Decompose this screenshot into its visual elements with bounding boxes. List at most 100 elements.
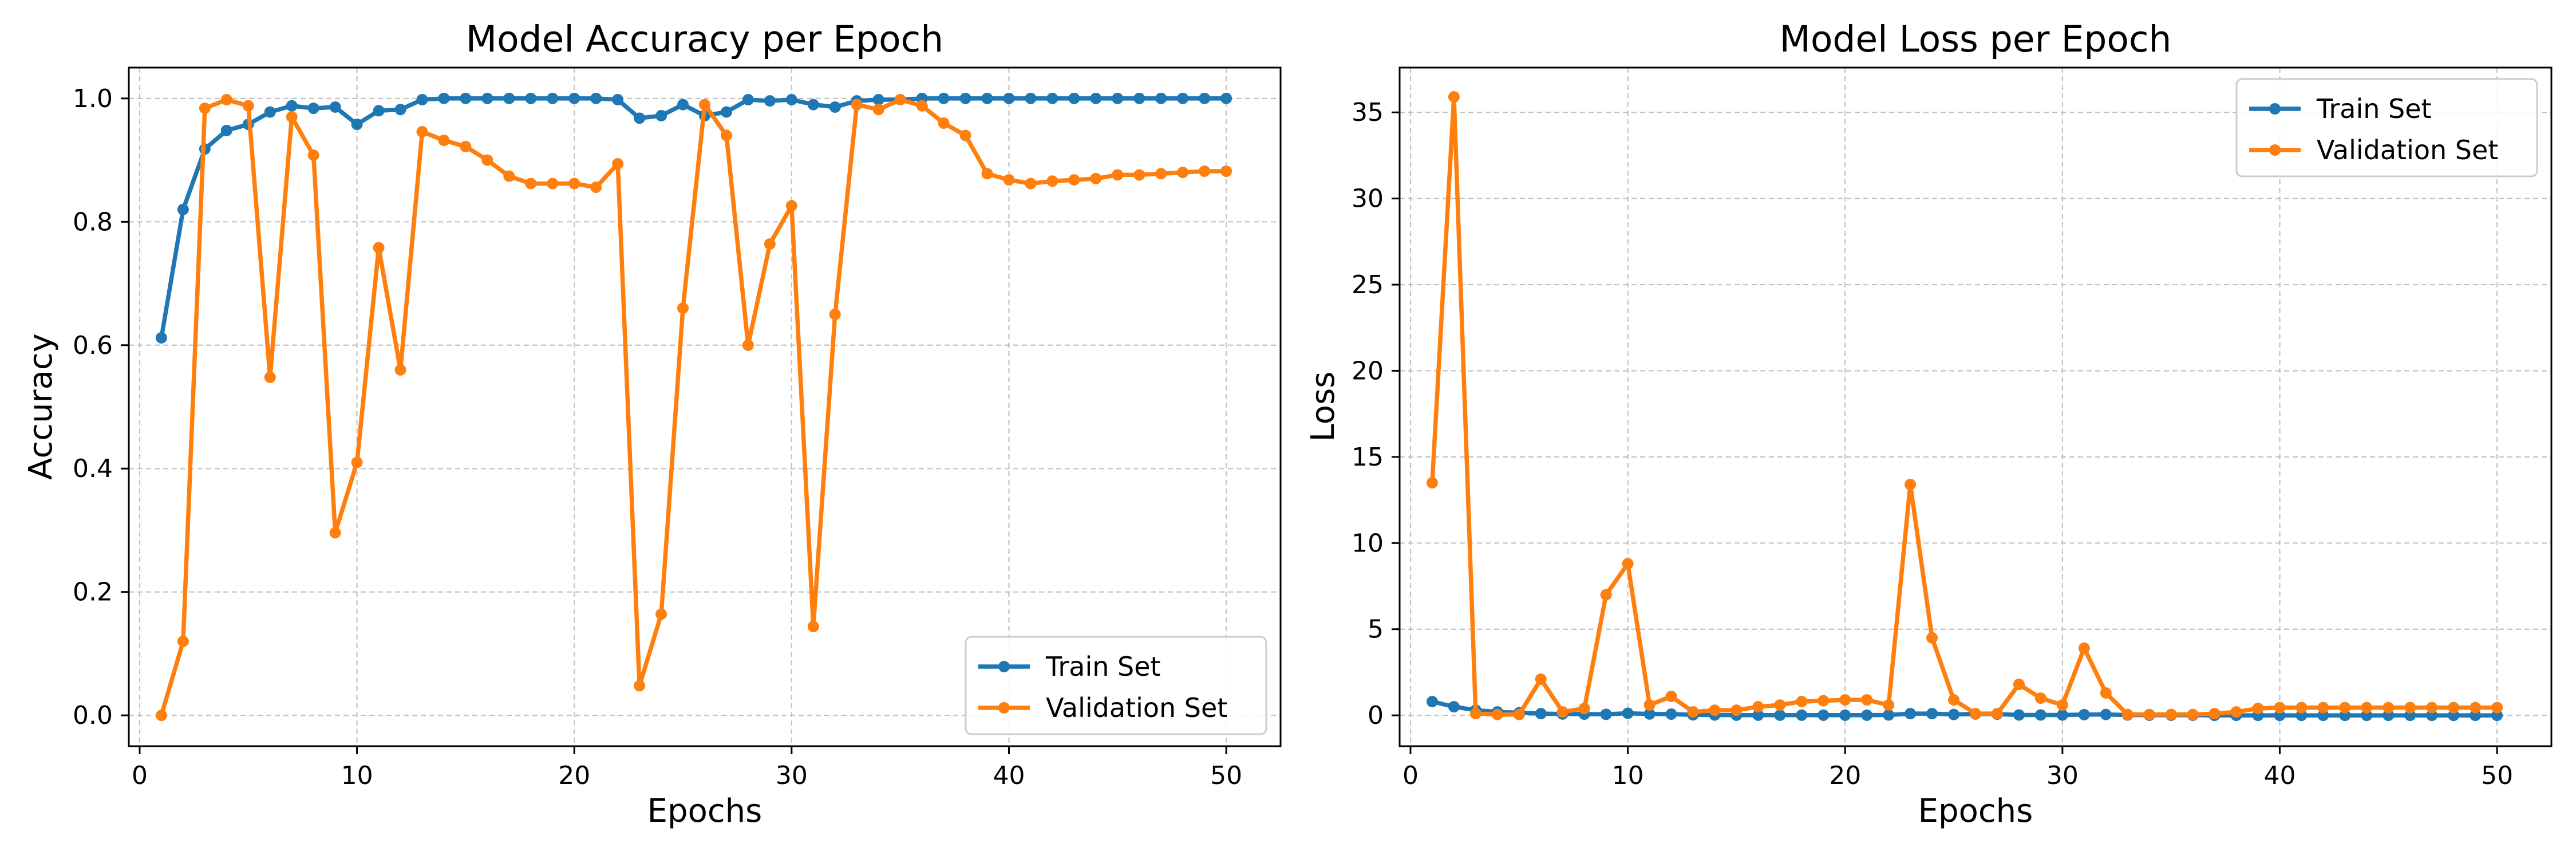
loss-series-train-point [1861,709,1873,721]
loss-y-tick-label: 30 [1352,184,1384,214]
loss-series-validation-point [2208,708,2221,720]
accuracy-series-train-point [155,332,167,344]
accuracy-legend-entry-validation-label: Validation Set [1046,692,1227,723]
loss-series-validation-point [2013,678,2025,690]
loss-series-validation-point [2230,706,2242,718]
accuracy-series-validation [155,94,1232,722]
loss-series-validation-point [1818,695,1830,707]
accuracy-series-validation-point [677,302,689,314]
accuracy-plot-area [128,66,1282,747]
loss-legend-box [2235,78,2538,178]
loss-series-validation-point [2296,702,2308,714]
accuracy-series-validation-point [460,140,472,152]
accuracy-series-validation-point [438,135,450,147]
loss-legend-entry-validation-label: Validation Set [2317,135,2498,166]
accuracy-legend-entry-train-marker [998,661,1010,672]
accuracy-series-validation-point [1112,169,1124,181]
accuracy-y-tick-label: 0.2 [73,578,113,607]
accuracy-series-train-point [612,94,624,106]
loss-series-validation-point [2339,702,2351,714]
accuracy-series-train [155,92,1232,344]
loss-y-tick-label: 35 [1352,98,1384,127]
accuracy-series-train-point [742,94,754,106]
loss-series-validation-point [2252,703,2264,715]
accuracy-series-validation-point [959,129,971,141]
loss-series-validation-point [1839,694,1851,706]
loss-series-validation-point [1578,703,1590,715]
accuracy-series-validation-point [220,94,232,106]
accuracy-series-validation-point [1025,178,1037,190]
loss-series-train-point [1752,709,1764,721]
loss-series-validation-point [2317,702,2329,714]
loss-x-tick-label: 40 [2263,761,2296,790]
accuracy-series-train-point [677,98,689,111]
accuracy-series-validation-point [242,100,254,112]
accuracy-series-train-point [720,106,732,118]
accuracy-x-tick-label: 40 [993,761,1025,790]
accuracy-series-validation-point [1199,165,1211,177]
accuracy-series-validation-point [590,181,602,193]
accuracy-chart: Model Accuracy per Epoch Epochs Accuracy… [22,18,1282,830]
accuracy-series-train-point [938,92,950,104]
loss-y-tick-label: 0 [1368,701,1384,730]
loss-series-train-point [1905,708,1917,720]
accuracy-series-validation-point [1177,167,1189,179]
loss-series-validation-point [1730,704,1743,716]
loss-series-validation-point [2426,702,2438,714]
accuracy-series-validation-point [373,242,385,254]
loss-series-train-point [2078,708,2090,720]
loss-series-validation-point [1491,708,1503,720]
loss-chart-title: Model Loss per Epoch [1780,18,2172,60]
loss-series-validation-point [1948,694,1960,706]
accuracy-series-train-point [416,94,428,106]
accuracy-series-train-point [264,106,276,118]
accuracy-series-train-point [981,92,993,104]
loss-series-validation-point [1774,699,1786,711]
accuracy-series-validation-point [394,364,406,376]
accuracy-series-train-point [1090,92,1102,104]
accuracy-series-train-point [807,98,819,111]
loss-series-train-point [1448,701,1460,713]
accuracy-series-train-point [329,101,341,113]
loss-chart: Model Loss per Epoch Epochs Loss 0 10 20 30… [1305,18,2553,830]
accuracy-series-validation-point [785,200,797,212]
loss-legend: Train Set Validation Set [2235,78,2538,178]
loss-series-validation-point [1469,708,1481,720]
loss-series-train-point [1839,709,1851,721]
accuracy-y-tick-label: 0.8 [73,207,113,237]
loss-series-train-point [1926,708,1938,720]
accuracy-series-train-point [568,92,580,104]
loss-series-validation-point [1883,699,1895,711]
loss-series-validation-point [1861,694,1873,706]
accuracy-series-train-point [547,92,559,104]
accuracy-series-validation-line [159,97,1228,718]
accuracy-series-train-point [460,92,472,104]
loss-plot-area [1398,66,2553,747]
loss-legend-entry-validation: Validation Set [2249,135,2498,166]
accuracy-series-train-point [1133,92,1145,104]
accuracy-series-train-point [1220,92,1232,104]
loss-series-train-point [1665,708,1677,720]
loss-series-validation-point [2274,702,2286,714]
accuracy-series-train-point [655,110,667,122]
loss-series-train-point [1643,708,1656,720]
accuracy-series-validation-point [851,98,863,111]
accuracy-x-tick-label: 10 [341,761,373,790]
accuracy-series-train-point [1068,92,1080,104]
accuracy-series-train-point [373,105,385,117]
loss-series-validation-point [2121,708,2134,720]
accuracy-series-train-point [1025,92,1037,104]
loss-x-tick-label: 0 [1402,761,1419,790]
accuracy-series-train-point [438,92,450,104]
accuracy-series-validation-point [720,129,732,141]
accuracy-series-validation-point [894,94,906,106]
loss-series-validation-point [1687,706,1699,718]
loss-series-validation-point [1513,708,1525,720]
accuracy-series-validation-point [416,126,428,138]
loss-series-validation-point [2034,692,2046,704]
accuracy-series-validation-point [1220,165,1232,177]
accuracy-legend: Train Set Validation Set [965,636,1267,735]
accuracy-x-tick-label: 0 [132,761,148,790]
loss-y-tick-label: 15 [1352,443,1384,472]
loss-series-validation-point [1622,558,1634,570]
